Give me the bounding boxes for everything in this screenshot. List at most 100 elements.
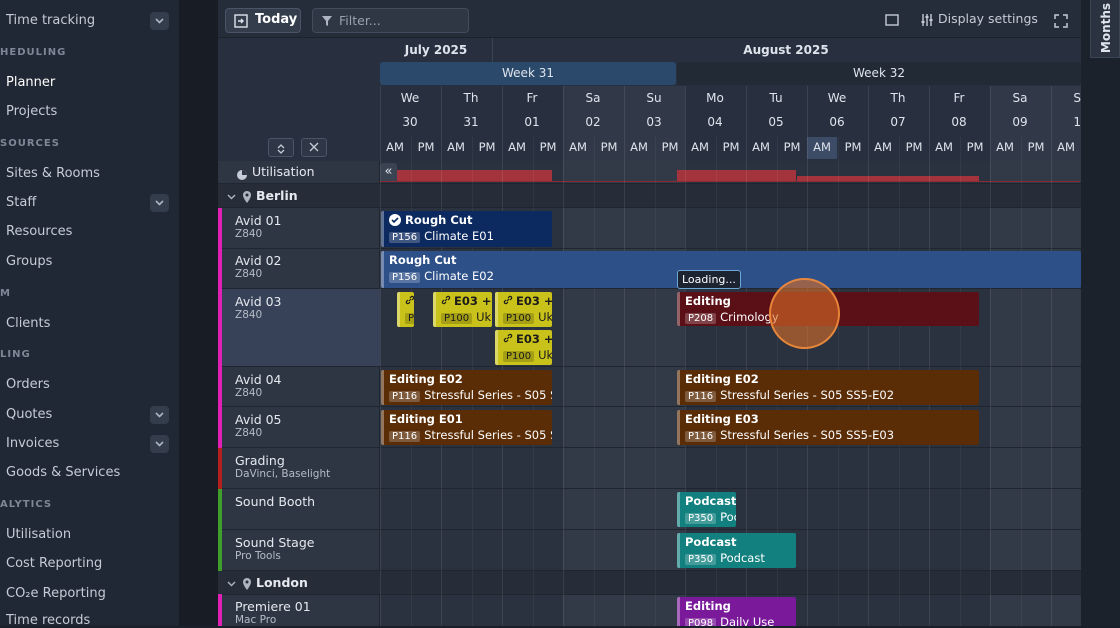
half-label: AM xyxy=(447,140,465,154)
event-title: Podcast xyxy=(685,535,796,551)
nav-item[interactable]: Clients xyxy=(6,316,51,331)
row-border xyxy=(218,248,1081,249)
event-title: Editing E01 xyxy=(389,412,552,428)
event[interactable]: E03 + E P100Ukr xyxy=(495,330,552,365)
event[interactable]: Editing E03 P116 Stressful Series - S05 SS… xyxy=(677,410,979,445)
day-date: 01 xyxy=(524,115,540,129)
event-code: P116 xyxy=(389,391,421,402)
row-border xyxy=(218,570,1081,571)
nav-item[interactable]: Time tracking xyxy=(6,13,96,28)
nav-section: HEDULING xyxy=(0,47,67,58)
day-name: We xyxy=(827,91,847,105)
half-label: AM xyxy=(508,140,526,154)
group-icon[interactable] xyxy=(226,189,256,203)
day-name: Fr xyxy=(526,91,538,105)
filter-input[interactable]: Filter... xyxy=(312,8,469,33)
day-date: 04 xyxy=(707,115,723,129)
month-label: July 2025 xyxy=(404,43,468,57)
group-label: London xyxy=(256,575,308,590)
weekend-column xyxy=(563,86,624,626)
chevron-button[interactable] xyxy=(150,12,169,30)
chevron-button[interactable] xyxy=(150,406,169,424)
nav-item[interactable]: Utilisation xyxy=(6,527,72,542)
row-border xyxy=(218,447,1081,448)
group-icon[interactable] xyxy=(226,576,256,590)
half-label: PM xyxy=(966,140,984,154)
event-label: Stressful Series - S05 SS5- xyxy=(424,388,552,402)
half-label: PM xyxy=(783,140,801,154)
nav-item[interactable]: Quotes xyxy=(6,407,53,422)
nav-item[interactable]: CO₂e Reporting xyxy=(6,586,106,601)
half-label: PM xyxy=(1027,140,1045,154)
utilisation-row xyxy=(218,161,1081,184)
day-date: 31 xyxy=(463,115,479,129)
nav-item[interactable]: Sites & Rooms xyxy=(6,166,100,181)
collapse-button[interactable]: « xyxy=(380,163,397,182)
chevron-button[interactable] xyxy=(150,435,169,453)
day-name: We xyxy=(400,91,420,105)
planner: Today Filter... Display settings July 2025 A… xyxy=(218,0,1081,626)
resource-color xyxy=(218,530,222,571)
utilisation-bar xyxy=(677,170,796,182)
resource-color xyxy=(218,594,222,626)
group-row xyxy=(218,184,1081,208)
nav-section: LING xyxy=(0,349,31,360)
event[interactable]: E03 + E P100Ukr xyxy=(495,292,552,327)
nav-item[interactable]: Planner xyxy=(6,75,56,90)
resize-icon[interactable] xyxy=(884,13,900,27)
utilisation-icon xyxy=(236,166,248,180)
week-band xyxy=(380,62,676,85)
event-title-text: E03 + E xyxy=(516,332,552,346)
header-button[interactable] xyxy=(301,138,327,157)
header-button[interactable] xyxy=(268,138,294,157)
event-label: Stressful Series - S05 SS5-E03 xyxy=(720,428,895,442)
nav-item[interactable]: Projects xyxy=(6,104,58,119)
event-title: E03 + E xyxy=(503,294,552,310)
nav-item[interactable]: Time records xyxy=(6,613,91,628)
grid-line xyxy=(563,86,564,626)
event-detail: P098 Daily Use xyxy=(685,615,796,626)
nav-item[interactable]: Orders xyxy=(6,377,50,392)
resource-color xyxy=(218,407,222,448)
day-date: 05 xyxy=(768,115,784,129)
day-name: Sa xyxy=(585,91,601,105)
fullscreen-icon[interactable] xyxy=(1054,13,1068,28)
event-label: Climate E01 xyxy=(424,229,494,243)
months-tab[interactable]: Months xyxy=(1090,0,1120,58)
nav-item[interactable]: Staff xyxy=(6,195,37,210)
half-label: PM xyxy=(844,140,862,154)
resource-color xyxy=(218,208,222,249)
grid-line xyxy=(1020,137,1022,626)
nav-item[interactable]: Resources xyxy=(6,224,73,239)
today-button[interactable]: Today xyxy=(225,8,301,33)
event[interactable]: P1 xyxy=(397,292,414,327)
event[interactable]: Podcast P350 Podcast xyxy=(677,533,796,568)
event-detail: P116 Stressful Series - S05 SS5-E02 xyxy=(685,388,979,402)
event-label: Podcast xyxy=(720,551,765,565)
nav-item[interactable]: Cost Reporting xyxy=(6,556,103,571)
resource-color xyxy=(218,289,222,367)
event-title xyxy=(405,294,414,310)
nav-item[interactable]: Groups xyxy=(6,254,53,269)
chevron-button[interactable] xyxy=(150,194,169,212)
nav-item[interactable]: Goods & Services xyxy=(6,465,121,480)
event[interactable]: Editing P098 Daily Use xyxy=(677,597,796,626)
nav-item[interactable]: Invoices xyxy=(6,436,60,451)
event-detail: P350 Podcast xyxy=(685,551,796,565)
display-settings-button[interactable]: Display settings xyxy=(919,11,1039,29)
header xyxy=(218,38,1081,161)
event-label: Crimology xyxy=(720,310,779,324)
event-code: P098 xyxy=(685,618,717,626)
half-label: PM xyxy=(478,140,496,154)
event[interactable]: E03 + E P100Ukr xyxy=(433,292,492,327)
event[interactable]: Rough Cut P156 Climate E01 xyxy=(381,211,552,247)
day-date: 02 xyxy=(585,115,601,129)
day-date: 30 xyxy=(402,115,418,129)
event-code: P350 xyxy=(685,554,717,565)
event-code: P350 xyxy=(685,513,717,524)
event[interactable]: Podcast P350Poc xyxy=(677,492,736,527)
resource-detail: Pro Tools xyxy=(235,550,281,562)
